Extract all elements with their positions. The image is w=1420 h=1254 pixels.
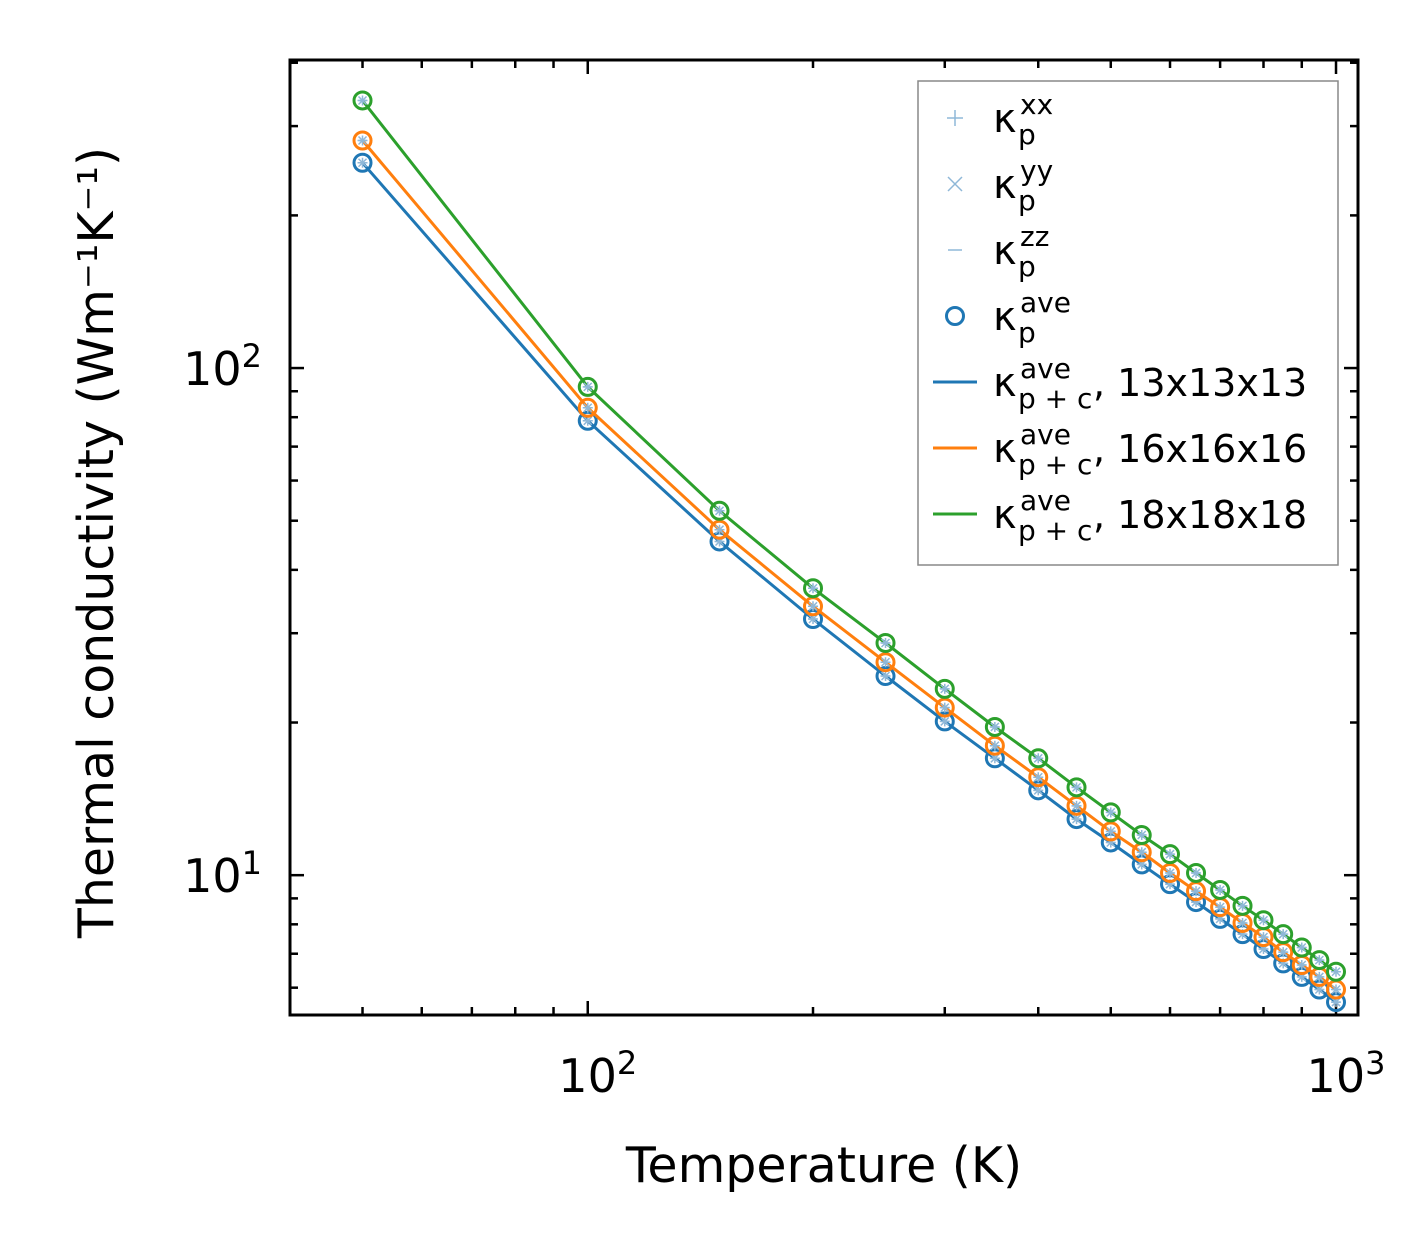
kappa-ave-marker bbox=[352, 90, 373, 111]
legend-label: κ zz p bbox=[993, 220, 1049, 283]
kappa-ave-marker bbox=[984, 716, 1005, 737]
legend-label: κ yy p bbox=[993, 154, 1053, 217]
kappa-ave-marker bbox=[1100, 821, 1121, 842]
kappa-ave-marker bbox=[934, 697, 955, 718]
plus-marker-icon bbox=[947, 110, 963, 126]
kappa-ave-marker bbox=[934, 711, 955, 732]
kappa-ave-marker bbox=[1210, 879, 1231, 900]
kappa-ave-marker bbox=[984, 735, 1005, 756]
kappa-ave-marker bbox=[1028, 748, 1049, 769]
kappa-ave-marker bbox=[1273, 924, 1294, 945]
kappa-ave-marker bbox=[875, 632, 896, 653]
kappa-ave-marker bbox=[1131, 825, 1152, 846]
y-axis-label: Thermal conductivity (Wm⁻¹K⁻¹) bbox=[68, 147, 125, 939]
kappa-ave-marker bbox=[1100, 802, 1121, 823]
kappa-ave-marker bbox=[577, 397, 598, 418]
circle-marker-icon bbox=[945, 306, 965, 326]
kappa-ave-marker bbox=[1253, 910, 1274, 931]
kappa-ave-marker bbox=[1309, 950, 1330, 971]
legend-entry: κ ave p bbox=[945, 286, 1071, 349]
legend-label: κ ave p + c, 13x13x13 bbox=[993, 352, 1307, 415]
kappa-ave-marker bbox=[352, 130, 373, 151]
legend-entry: κ ave p + c, 16x16x16 bbox=[933, 418, 1307, 481]
legend-entry: κ zz p bbox=[948, 220, 1049, 283]
tick-labels: 102 103 101 102 bbox=[183, 337, 1385, 1103]
legend-label: κ xx p bbox=[993, 88, 1053, 151]
kappa-ave-marker bbox=[875, 666, 896, 687]
plot-frame bbox=[288, 58, 1360, 1017]
y-tick-label: 101 bbox=[183, 844, 262, 903]
kappa-ave-marker bbox=[709, 500, 730, 521]
kappa-ave-marker bbox=[709, 519, 730, 540]
x-tick-label: 103 bbox=[1307, 1044, 1386, 1103]
kappa-ave-marker bbox=[352, 152, 373, 173]
legend-label: κ ave p + c, 18x18x18 bbox=[993, 484, 1307, 547]
x-axis-label: Temperature (K) bbox=[625, 1137, 1022, 1194]
legend-label: κ ave p bbox=[993, 286, 1071, 349]
y-tick-label: 102 bbox=[183, 337, 262, 396]
kappa-ave-marker bbox=[803, 578, 824, 599]
x-tick-label: 102 bbox=[558, 1044, 637, 1103]
legend-entry: κ ave p + c, 13x13x13 bbox=[933, 352, 1307, 415]
kappa-ave-marker bbox=[1291, 937, 1312, 958]
kappa-ave-marker bbox=[1326, 961, 1347, 982]
kappa-ave-marker bbox=[1066, 777, 1087, 798]
cross-marker-icon bbox=[947, 176, 963, 192]
kappa-ave-marker bbox=[1028, 767, 1049, 788]
kappa-ave-marker bbox=[1160, 844, 1181, 865]
kappa-ave-marker bbox=[1186, 862, 1207, 883]
kappa-ave-marker bbox=[934, 678, 955, 699]
legend-label: κ ave p + c, 16x16x16 bbox=[993, 418, 1307, 481]
series-18x18x18 bbox=[352, 90, 1347, 982]
series-layer bbox=[352, 90, 1347, 1013]
legend-entry: κ yy p bbox=[947, 154, 1053, 217]
kappa-ave-marker bbox=[1232, 895, 1253, 916]
legend-box bbox=[917, 80, 1339, 566]
kappa-ave-marker bbox=[577, 376, 598, 397]
legend-entry: κ xx p bbox=[947, 88, 1053, 151]
legend-entry: κ ave p + c, 18x18x18 bbox=[933, 484, 1307, 547]
kappa-ave-marker bbox=[1160, 862, 1181, 883]
kappa-ave-marker bbox=[875, 652, 896, 673]
